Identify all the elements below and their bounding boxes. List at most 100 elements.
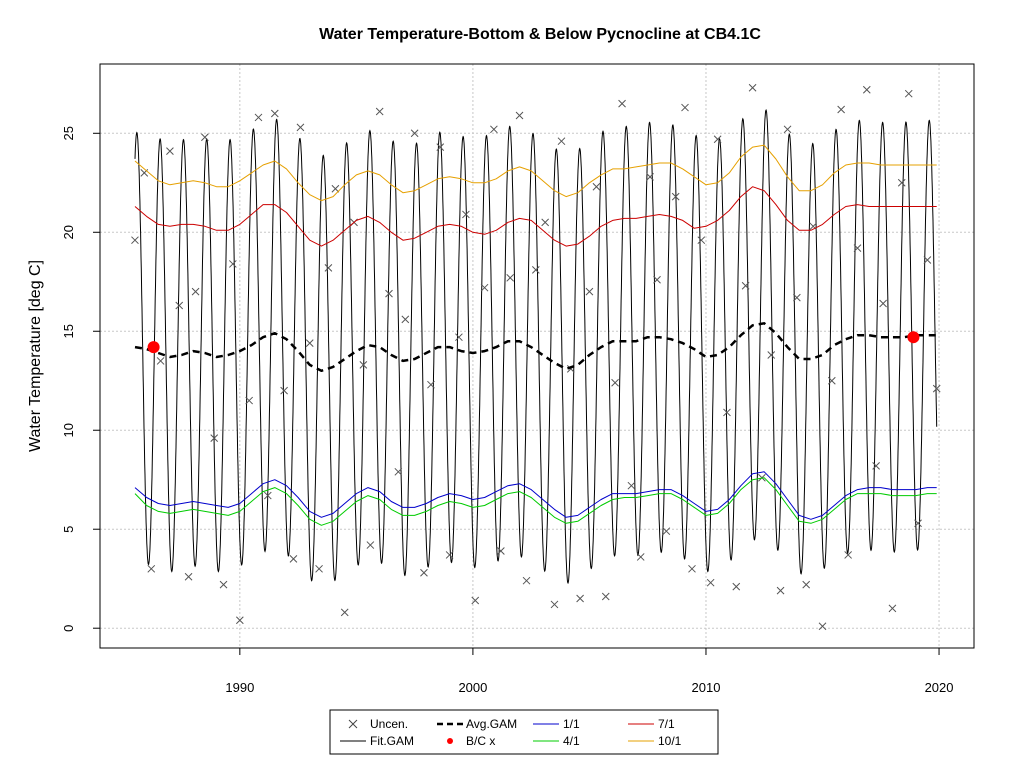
uncen-point (853, 244, 862, 252)
legend-uncen-label: Uncen. (370, 717, 408, 731)
uncen-point (879, 299, 887, 308)
uncen-point (888, 604, 897, 613)
legend-bcx-symbol (447, 738, 453, 744)
series-line-7-1 (134, 186, 937, 247)
uncen-point (331, 184, 340, 193)
uncen-point (592, 182, 601, 191)
series-line-avg-gam (134, 322, 937, 373)
uncen-point (681, 103, 689, 112)
uncen-point (818, 622, 827, 631)
uncen-point (515, 111, 524, 120)
uncen-point (191, 287, 200, 296)
uncen-point (305, 339, 314, 347)
x-tick-label: 2010 (692, 680, 721, 695)
bc-points-layer (147, 331, 920, 354)
uncen-point (585, 287, 594, 296)
y-tick-label: 0 (61, 625, 76, 632)
y-tick-label: 20 (61, 225, 76, 239)
legend-avggam-label: Avg.GAM (466, 717, 517, 731)
uncen-point (455, 333, 463, 342)
uncen-point (627, 481, 636, 490)
uncen-point (263, 491, 272, 500)
uncen-point (618, 99, 626, 108)
chart-title: Water Temperature-Bottom & Below Pycnocl… (319, 26, 761, 43)
uncen-point (531, 266, 540, 274)
uncen-point (653, 275, 661, 284)
uncen-point (636, 553, 645, 561)
uncen-point (184, 572, 193, 581)
y-tick-label: 5 (61, 526, 76, 533)
uncen-point (662, 527, 671, 536)
y-tick-label: 15 (61, 324, 76, 338)
uncen-point (732, 582, 741, 591)
uncen-point (254, 113, 263, 122)
uncen-point (296, 123, 305, 132)
uncen-point (490, 125, 498, 134)
uncen-point (359, 361, 368, 369)
uncen-point (175, 301, 184, 310)
legend-item-fitgam: Fit.GAM (340, 734, 414, 748)
uncen-point (201, 133, 209, 142)
x-tick-label: 2020 (925, 680, 954, 695)
x-tick-label: 1990 (225, 680, 254, 695)
uncen-point (802, 580, 811, 589)
uncen-point (723, 408, 731, 417)
uncen-point (522, 576, 531, 585)
uncen-point (923, 256, 932, 264)
y-tick-label: 10 (61, 423, 76, 437)
uncen-point (340, 608, 349, 617)
bc-point (907, 331, 920, 344)
y-axis: 0 5 10 15 20 25 (61, 126, 100, 632)
legend-fitgam-label: Fit.GAM (370, 734, 414, 748)
uncen-point (741, 281, 750, 290)
legend-bcx-label: B/C x (466, 734, 495, 748)
uncen-point (147, 564, 156, 573)
y-tick-label: 25 (61, 126, 76, 140)
uncen-point (844, 551, 852, 559)
legend-item-avggam: Avg.GAM (437, 717, 517, 731)
legend-item-bcx: B/C x (447, 734, 495, 748)
legend-jan1-label: 1/1 (563, 717, 580, 731)
uncen-point (315, 564, 323, 573)
uncen-point (671, 192, 680, 201)
fit-gam-line (134, 108, 938, 585)
legend-jul1-label: 7/1 (658, 717, 675, 731)
uncen-point (697, 236, 706, 245)
series-line-4-1 (134, 477, 937, 526)
uncen-point (706, 578, 715, 587)
uncen-point (235, 616, 244, 625)
legend-box (329, 709, 719, 755)
uncen-point (904, 89, 913, 98)
uncen-point (611, 378, 619, 387)
uncen-point (245, 396, 254, 405)
uncen-point (366, 541, 375, 549)
uncen-point (462, 210, 470, 219)
uncen-point (375, 107, 384, 116)
uncen-point (767, 351, 776, 359)
uncen-point (576, 594, 584, 603)
uncen-point (897, 178, 906, 187)
uncen-point (837, 105, 846, 114)
legend-apr1-label: 4/1 (563, 734, 580, 748)
uncen-point (776, 586, 785, 595)
legend-oct1-label: 10/1 (658, 734, 682, 748)
uncen-point (131, 236, 139, 245)
legend-item-jan1: 1/1 (533, 717, 580, 731)
uncen-point (420, 568, 428, 577)
series-line-1-1 (134, 471, 937, 520)
uncen-point (210, 434, 219, 443)
plot-frame (99, 63, 975, 649)
uncen-point (688, 564, 696, 573)
legend-uncen-symbol (348, 719, 358, 729)
uncen-point (557, 137, 566, 146)
uncen-point (410, 129, 419, 138)
bc-point (147, 341, 160, 354)
uncen-point (541, 218, 550, 227)
uncen-point (166, 147, 174, 155)
legend-item-jul1: 7/1 (628, 717, 675, 731)
fit-gam-layer (134, 108, 938, 585)
legend-item-apr1: 4/1 (533, 734, 580, 748)
x-tick-label: 2000 (458, 680, 487, 695)
